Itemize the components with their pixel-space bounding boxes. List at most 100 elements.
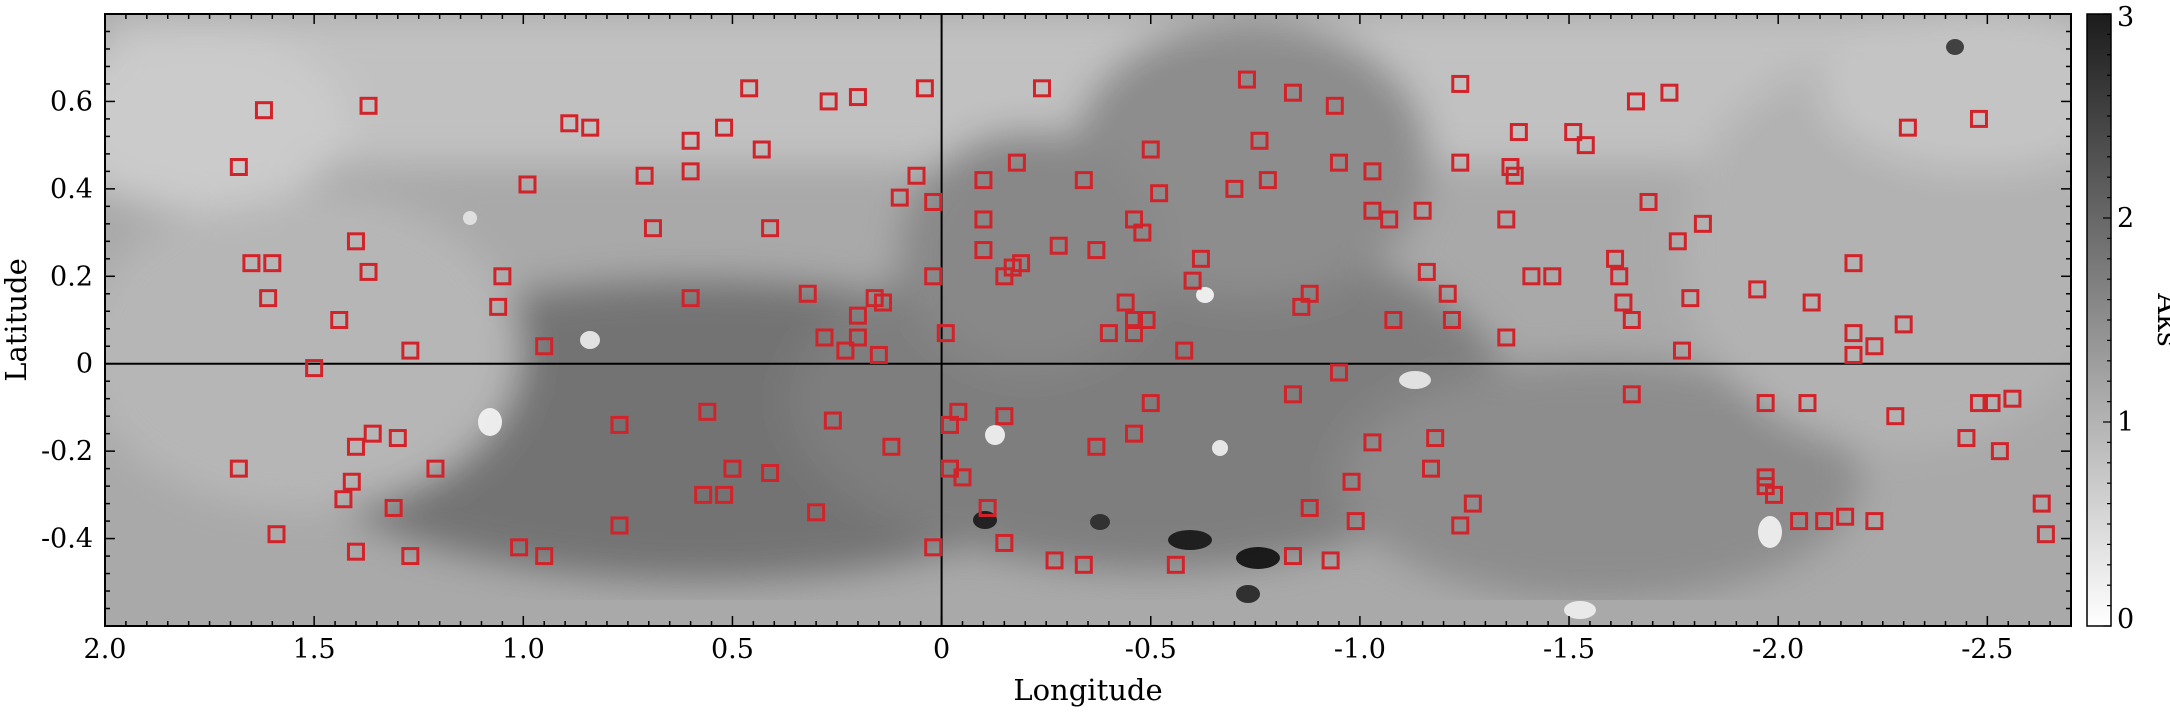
- source-marker: [305, 359, 324, 378]
- source-marker: [330, 311, 349, 329]
- x-tick-label: 2.0: [84, 634, 127, 665]
- source-marker: [388, 429, 407, 448]
- source-marker: [1693, 214, 1712, 233]
- source-marker: [1321, 551, 1340, 570]
- source-marker: [1283, 83, 1302, 102]
- source-marker: [823, 411, 842, 430]
- source-marker: [1886, 407, 1905, 426]
- source-marker: [819, 92, 838, 111]
- source-marker: [723, 459, 742, 478]
- source-marker: [1141, 394, 1160, 413]
- source-marker: [1426, 429, 1445, 448]
- source-marker: [242, 254, 261, 273]
- source-marker: [681, 131, 700, 150]
- source-marker: [1225, 179, 1244, 198]
- colorbar-tick-label: 2: [2117, 203, 2134, 234]
- source-marker: [1802, 293, 1821, 312]
- extinction-background: [105, 14, 2071, 626]
- source-marker: [1990, 442, 2009, 461]
- source-marker: [267, 525, 286, 544]
- source-marker: [1844, 345, 1863, 364]
- source-marker: [1451, 153, 1470, 172]
- source-marker: [1116, 293, 1135, 312]
- source-marker: [535, 337, 554, 356]
- x-tick-label: -1.5: [1543, 634, 1595, 665]
- source-marker: [1522, 267, 1541, 286]
- source-marker: [1125, 311, 1144, 329]
- source-marker: [694, 485, 713, 504]
- source-marker: [681, 289, 700, 308]
- source-marker: [1175, 341, 1194, 360]
- source-marker: [1748, 280, 1767, 299]
- source-marker: [518, 175, 537, 194]
- source-marker: [1283, 385, 1302, 404]
- source-marker: [1049, 236, 1068, 255]
- y-tick-label: -0.4: [41, 524, 93, 555]
- source-marker: [2032, 494, 2051, 513]
- x-tick-label: -1.0: [1334, 634, 1386, 665]
- source-markers: [229, 70, 2055, 574]
- source-marker: [1836, 507, 1855, 526]
- source-marker: [1969, 109, 1988, 128]
- source-marker: [334, 490, 353, 509]
- colorbar-label: Aks: [2151, 292, 2170, 346]
- source-marker: [1283, 547, 1302, 566]
- source-marker: [1325, 96, 1344, 115]
- source-marker: [263, 254, 282, 273]
- source-marker: [1166, 555, 1185, 574]
- source-marker: [1610, 267, 1629, 286]
- source-marker: [384, 498, 403, 517]
- source-marker: [2036, 525, 2055, 544]
- source-marker: [1622, 385, 1641, 404]
- x-tick-label: -2.0: [1752, 634, 1804, 665]
- source-marker: [1237, 70, 1256, 89]
- y-tick-label: 0.6: [50, 86, 93, 117]
- source-marker: [426, 459, 445, 478]
- source-marker: [715, 485, 734, 504]
- source-marker: [1346, 512, 1365, 531]
- source-marker: [1639, 192, 1658, 211]
- source-marker: [848, 306, 867, 325]
- source-marker: [1133, 223, 1152, 242]
- source-marker: [924, 192, 943, 211]
- source-marker: [359, 262, 378, 281]
- source-marker: [401, 547, 420, 566]
- source-marker: [1012, 254, 1031, 273]
- colorbar: 0 1 2 3 Aks: [2086, 2, 2170, 635]
- source-marker: [1329, 363, 1348, 382]
- x-axis-label: Longitude: [1013, 673, 1162, 707]
- source-marker: [761, 219, 780, 238]
- source-marker: [1497, 328, 1516, 347]
- source-marker: [401, 341, 420, 360]
- x-tick-label: -2.5: [1961, 634, 2013, 665]
- y-axis-ticks: 0.6 0.4 0.2 0 -0.2 -0.4: [41, 13, 2071, 627]
- source-marker: [1815, 512, 1834, 531]
- source-marker: [346, 232, 365, 251]
- source-marker: [346, 437, 365, 456]
- source-marker: [1363, 162, 1382, 181]
- source-marker: [907, 166, 926, 185]
- source-marker: [1505, 166, 1524, 185]
- source-marker: [953, 468, 972, 487]
- source-marker: [1681, 289, 1700, 308]
- source-marker: [1672, 341, 1691, 360]
- source-marker: [346, 542, 365, 561]
- source-marker: [610, 415, 629, 434]
- source-marker: [1668, 232, 1687, 251]
- source-marker: [1300, 284, 1319, 303]
- source-marker: [643, 219, 662, 238]
- source-marker: [510, 538, 529, 557]
- source-marker: [974, 241, 993, 260]
- source-marker: [798, 284, 817, 303]
- y-tick-label: 0.2: [50, 261, 93, 292]
- colorbar-tick-label: 0: [2117, 604, 2134, 635]
- source-marker: [254, 101, 273, 120]
- x-tick-label: 0: [933, 634, 950, 665]
- colorbar-ticks: 0 1 2 3: [2103, 2, 2134, 635]
- source-marker: [259, 289, 278, 308]
- source-marker: [1451, 74, 1470, 93]
- source-marker: [1576, 136, 1595, 155]
- source-marker: [848, 328, 867, 347]
- source-marker: [890, 188, 909, 207]
